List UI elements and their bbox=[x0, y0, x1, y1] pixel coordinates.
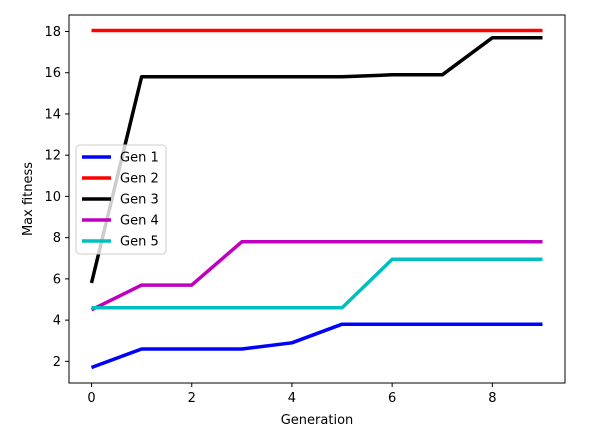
series-line-gen-3 bbox=[89, 35, 543, 284]
series-line-gen-5 bbox=[91, 257, 543, 310]
series-line-gen-1 bbox=[90, 322, 543, 370]
legend-label: Gen 1 bbox=[120, 151, 159, 166]
y-axis-label: Max fitness bbox=[21, 162, 36, 236]
x-tick-label: 6 bbox=[388, 391, 396, 406]
legend: Gen 1 Gen 2 Gen 3 Gen 4 Gen 5 bbox=[75, 144, 167, 255]
y-tick-label: 18 bbox=[44, 25, 61, 40]
legend-box bbox=[75, 144, 167, 255]
x-axis-label: Generation bbox=[281, 413, 354, 428]
y-axis-ticks: 2 4 6 8 10 12 14 16 18 bbox=[44, 25, 69, 370]
y-tick-label: 14 bbox=[44, 107, 61, 122]
legend-label: Gen 2 bbox=[120, 172, 159, 187]
y-tick-label: 8 bbox=[53, 231, 61, 246]
y-tick-label: 12 bbox=[44, 149, 61, 164]
legend-label: Gen 4 bbox=[120, 214, 159, 229]
x-tick-label: 2 bbox=[188, 391, 196, 406]
series-line-gen-4 bbox=[90, 240, 543, 312]
legend-label: Gen 3 bbox=[120, 193, 159, 208]
plot-frame bbox=[68, 14, 566, 384]
legend-label: Gen 5 bbox=[120, 235, 159, 250]
x-tick-label: 4 bbox=[288, 391, 296, 406]
y-tick-label: 2 bbox=[53, 355, 61, 370]
x-tick-label: 8 bbox=[488, 391, 496, 406]
series-layer bbox=[89, 28, 543, 370]
x-tick-label: 0 bbox=[87, 391, 95, 406]
y-tick-label: 6 bbox=[53, 272, 61, 287]
y-tick-label: 10 bbox=[44, 190, 61, 205]
y-tick-label: 16 bbox=[44, 66, 61, 81]
y-tick-label: 4 bbox=[53, 314, 61, 329]
x-axis-ticks: 0 2 4 6 8 bbox=[87, 383, 496, 406]
